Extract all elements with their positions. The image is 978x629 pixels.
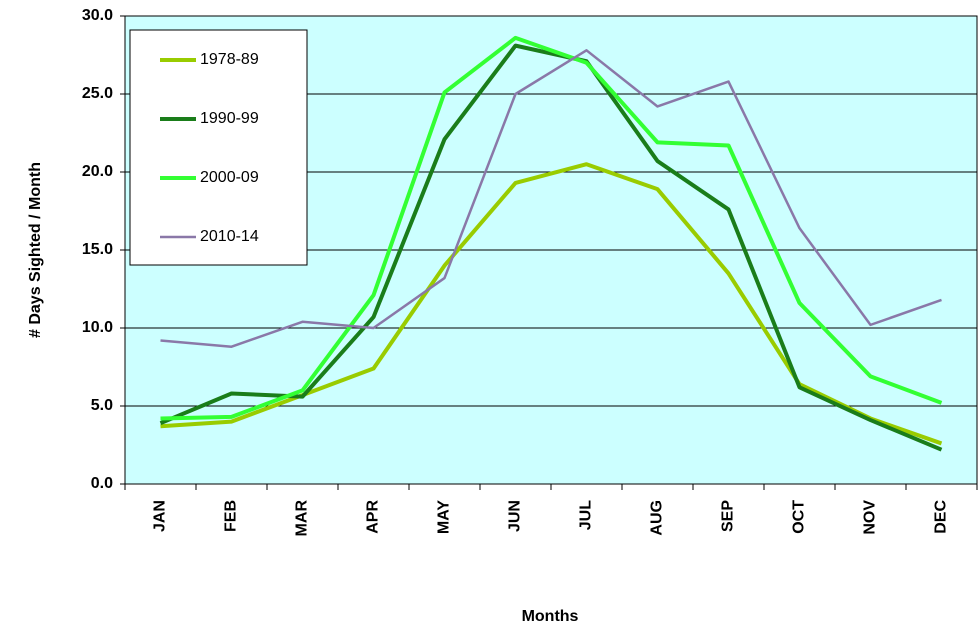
legend-label: 1978-89 xyxy=(200,51,259,68)
x-tick-label: APR xyxy=(365,500,382,534)
legend-label: 2000-09 xyxy=(200,169,259,186)
x-tick-label: JAN xyxy=(152,500,169,532)
x-tick-label: NOV xyxy=(862,500,879,535)
y-tick-label: 0.0 xyxy=(91,475,113,492)
x-tick-label: DEC xyxy=(933,500,950,534)
x-tick-label: MAY xyxy=(436,500,453,534)
y-tick-label: 10.0 xyxy=(82,319,113,336)
legend-label: 1990-99 xyxy=(200,110,259,127)
x-tick-label: JUN xyxy=(507,500,524,532)
series-line xyxy=(160,162,943,446)
series-line xyxy=(160,35,943,421)
series-line xyxy=(160,49,942,348)
x-tick-label: AUG xyxy=(649,500,666,536)
legend-box xyxy=(129,29,308,266)
y-tick-label: 20.0 xyxy=(82,163,113,180)
x-tick-label: FEB xyxy=(223,500,240,532)
x-tick-label: JUL xyxy=(578,500,595,530)
y-axis-title: # Days Sighted / Month xyxy=(27,162,44,338)
legend-label: 2010-14 xyxy=(200,228,259,245)
x-tick-label: SEP xyxy=(720,500,737,532)
y-tick-label: 5.0 xyxy=(91,397,113,414)
x-tick-label: MAR xyxy=(294,500,311,537)
x-tick-label: OCT xyxy=(791,500,808,534)
x-axis-title: Months xyxy=(522,608,579,625)
y-tick-label: 25.0 xyxy=(82,85,113,102)
y-tick-label: 15.0 xyxy=(82,241,113,258)
y-tick-label: 30.0 xyxy=(82,7,113,24)
